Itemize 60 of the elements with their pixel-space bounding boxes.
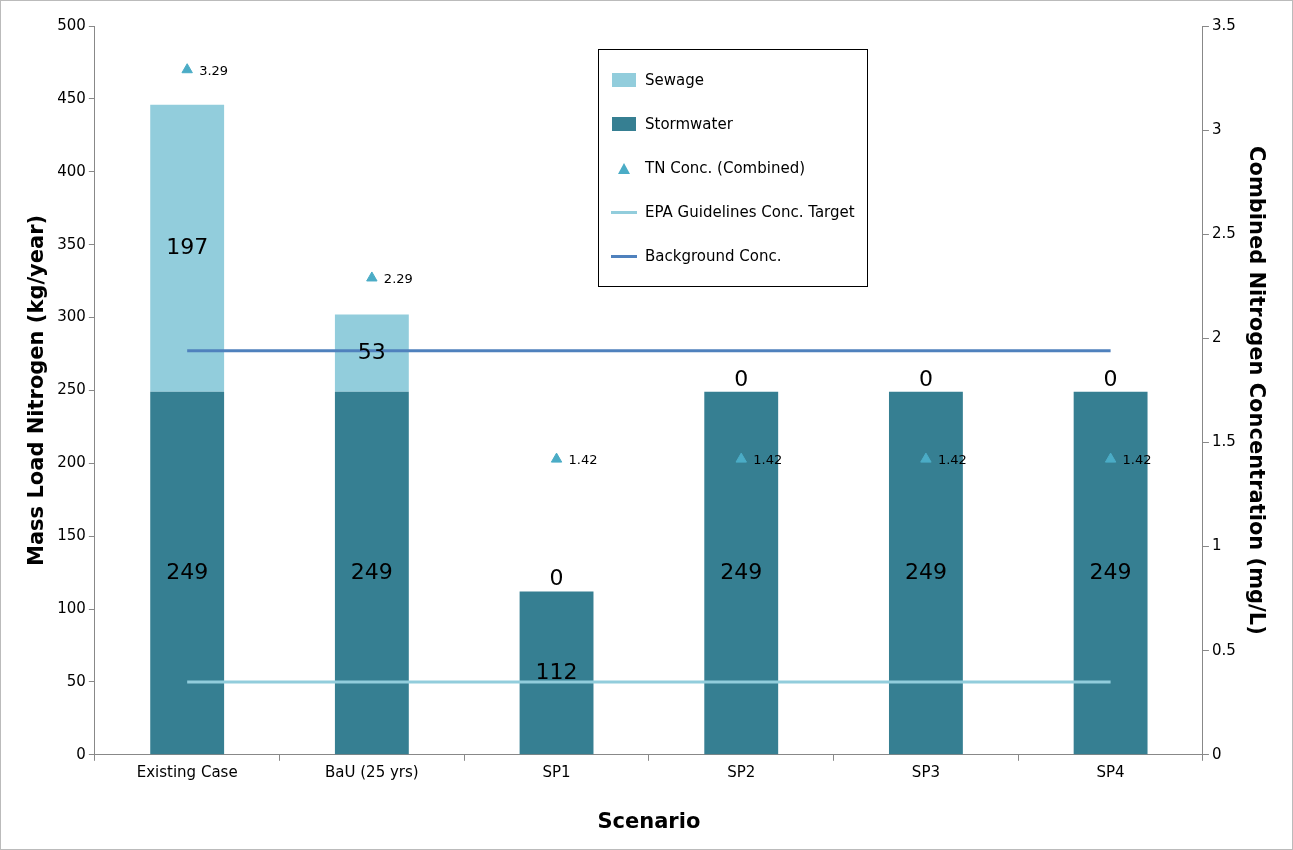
y-tick-label: 0 [76,744,86,763]
data-label: 249 [720,558,763,584]
data-label: 3.29 [199,63,229,79]
bar [150,391,225,755]
data-label: 249 [1089,558,1132,584]
point [920,452,932,463]
y2-tick-label: 3 [1211,120,1222,138]
legend-label: Stormwater [645,115,733,133]
legend-label: TN Conc. (Combined) [645,159,806,177]
y-tick-label: 50 [66,671,86,690]
y2-tick-label: 1 [1211,536,1222,555]
y-tick-label: 450 [57,88,86,107]
x-tick-label: SP4 [1096,762,1125,781]
bar [334,391,409,755]
legend-label: Sewage [645,71,704,89]
y2-tick-label: 0 [1211,744,1222,763]
data-label: 0 [918,365,933,391]
x-tick-label: BaU (25 yrs) [325,762,419,781]
data-label: 1.42 [568,452,598,468]
data-label: 197 [166,234,209,259]
legend-label: EPA Guidelines Conc. Target [645,203,855,221]
y2-tick-label: 3.5 [1211,15,1236,34]
y-tick-label: 150 [57,526,86,545]
data-label: 249 [904,558,947,584]
point [550,452,563,463]
y2-tick-label: 0.5 [1211,640,1236,659]
bar [150,104,225,392]
y2-tick-label: 1.5 [1211,432,1236,451]
x-tick-label: SP3 [911,762,940,781]
bar [704,391,779,755]
y-tick-label: 300 [57,307,86,326]
point [1104,452,1117,463]
data-label: 53 [357,338,386,364]
data-label: 112 [535,658,578,684]
y-tick-label: 250 [57,380,86,399]
data-label: 249 [166,558,209,584]
y-tick-label: 100 [57,598,86,617]
x-tick-label: Existing Case [136,762,238,781]
data-label: 0 [1103,365,1118,391]
data-label: 0 [549,565,564,591]
y2-tick-label: 2.5 [1211,224,1236,243]
data-label: 2.29 [383,271,413,287]
y2-tick-label: 2 [1211,328,1222,347]
y-axis-title: Mass Load Nitrogen (kg/year) [24,214,49,566]
point [366,271,378,282]
point [181,63,193,74]
y-tick-label: 350 [57,234,86,253]
x-axis-title: Scenario [597,808,701,833]
data-label: 0 [734,365,749,391]
legend-label: Background Conc. [645,247,782,265]
y-tick-label: 400 [57,161,86,180]
y2-axis-title: Combined Nitrogen Concentration (mg/L) [1244,146,1269,635]
x-tick-label: SP1 [542,762,571,781]
point [735,452,747,463]
x-tick-label: SP2 [727,762,756,781]
y-tick-label: 500 [57,15,86,34]
bar [334,314,409,392]
y-tick-label: 200 [57,453,86,472]
data-label: 249 [350,558,393,584]
bar [519,591,594,755]
